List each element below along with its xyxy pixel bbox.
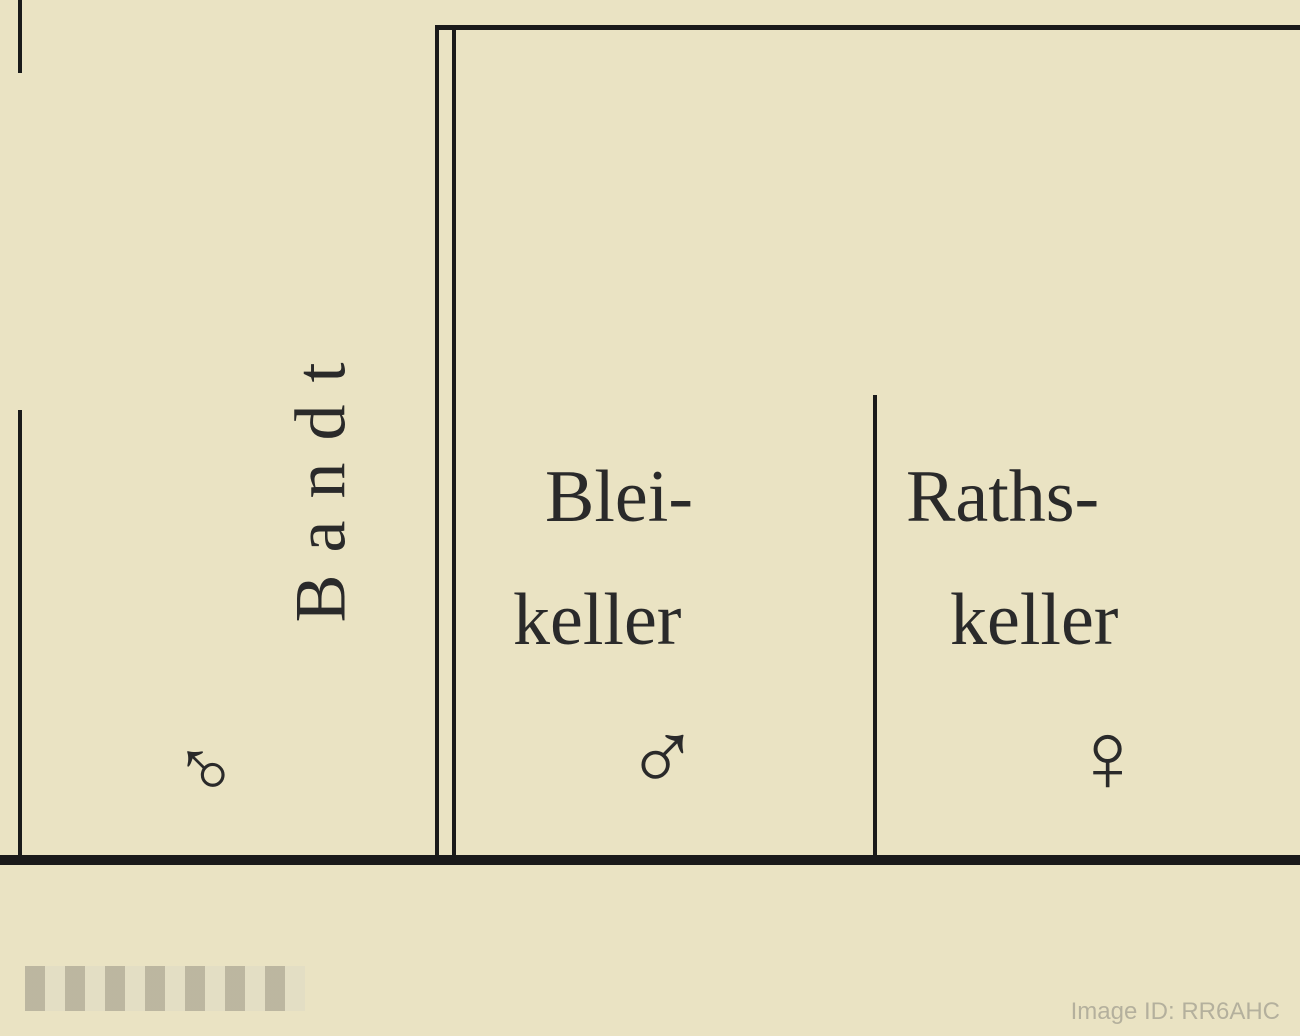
watermark-text: Image ID: RR6AHC	[1071, 998, 1280, 1026]
watermark-pattern	[25, 966, 305, 1011]
row-header-text: Bandt	[279, 341, 362, 623]
border-line	[18, 0, 22, 73]
female-symbol-icon: ♀	[1070, 700, 1145, 815]
row-divider	[435, 25, 1300, 30]
row-divider	[0, 855, 1300, 865]
border-line	[18, 410, 22, 863]
column-divider	[873, 395, 877, 863]
table-cell-text: keller	[513, 578, 681, 663]
column-divider	[452, 25, 456, 863]
table-cell-text: Raths-	[906, 455, 1099, 540]
male-symbol-icon: ♂	[625, 700, 700, 815]
table-cell-text: keller	[950, 578, 1118, 663]
document-page: Bandt ♂ Blei- keller ♂ Raths- keller ♀ I…	[0, 0, 1300, 1036]
table-cell-text: Blei-	[545, 455, 693, 540]
male-symbol-icon: ♂	[158, 737, 256, 801]
column-divider	[435, 25, 439, 863]
